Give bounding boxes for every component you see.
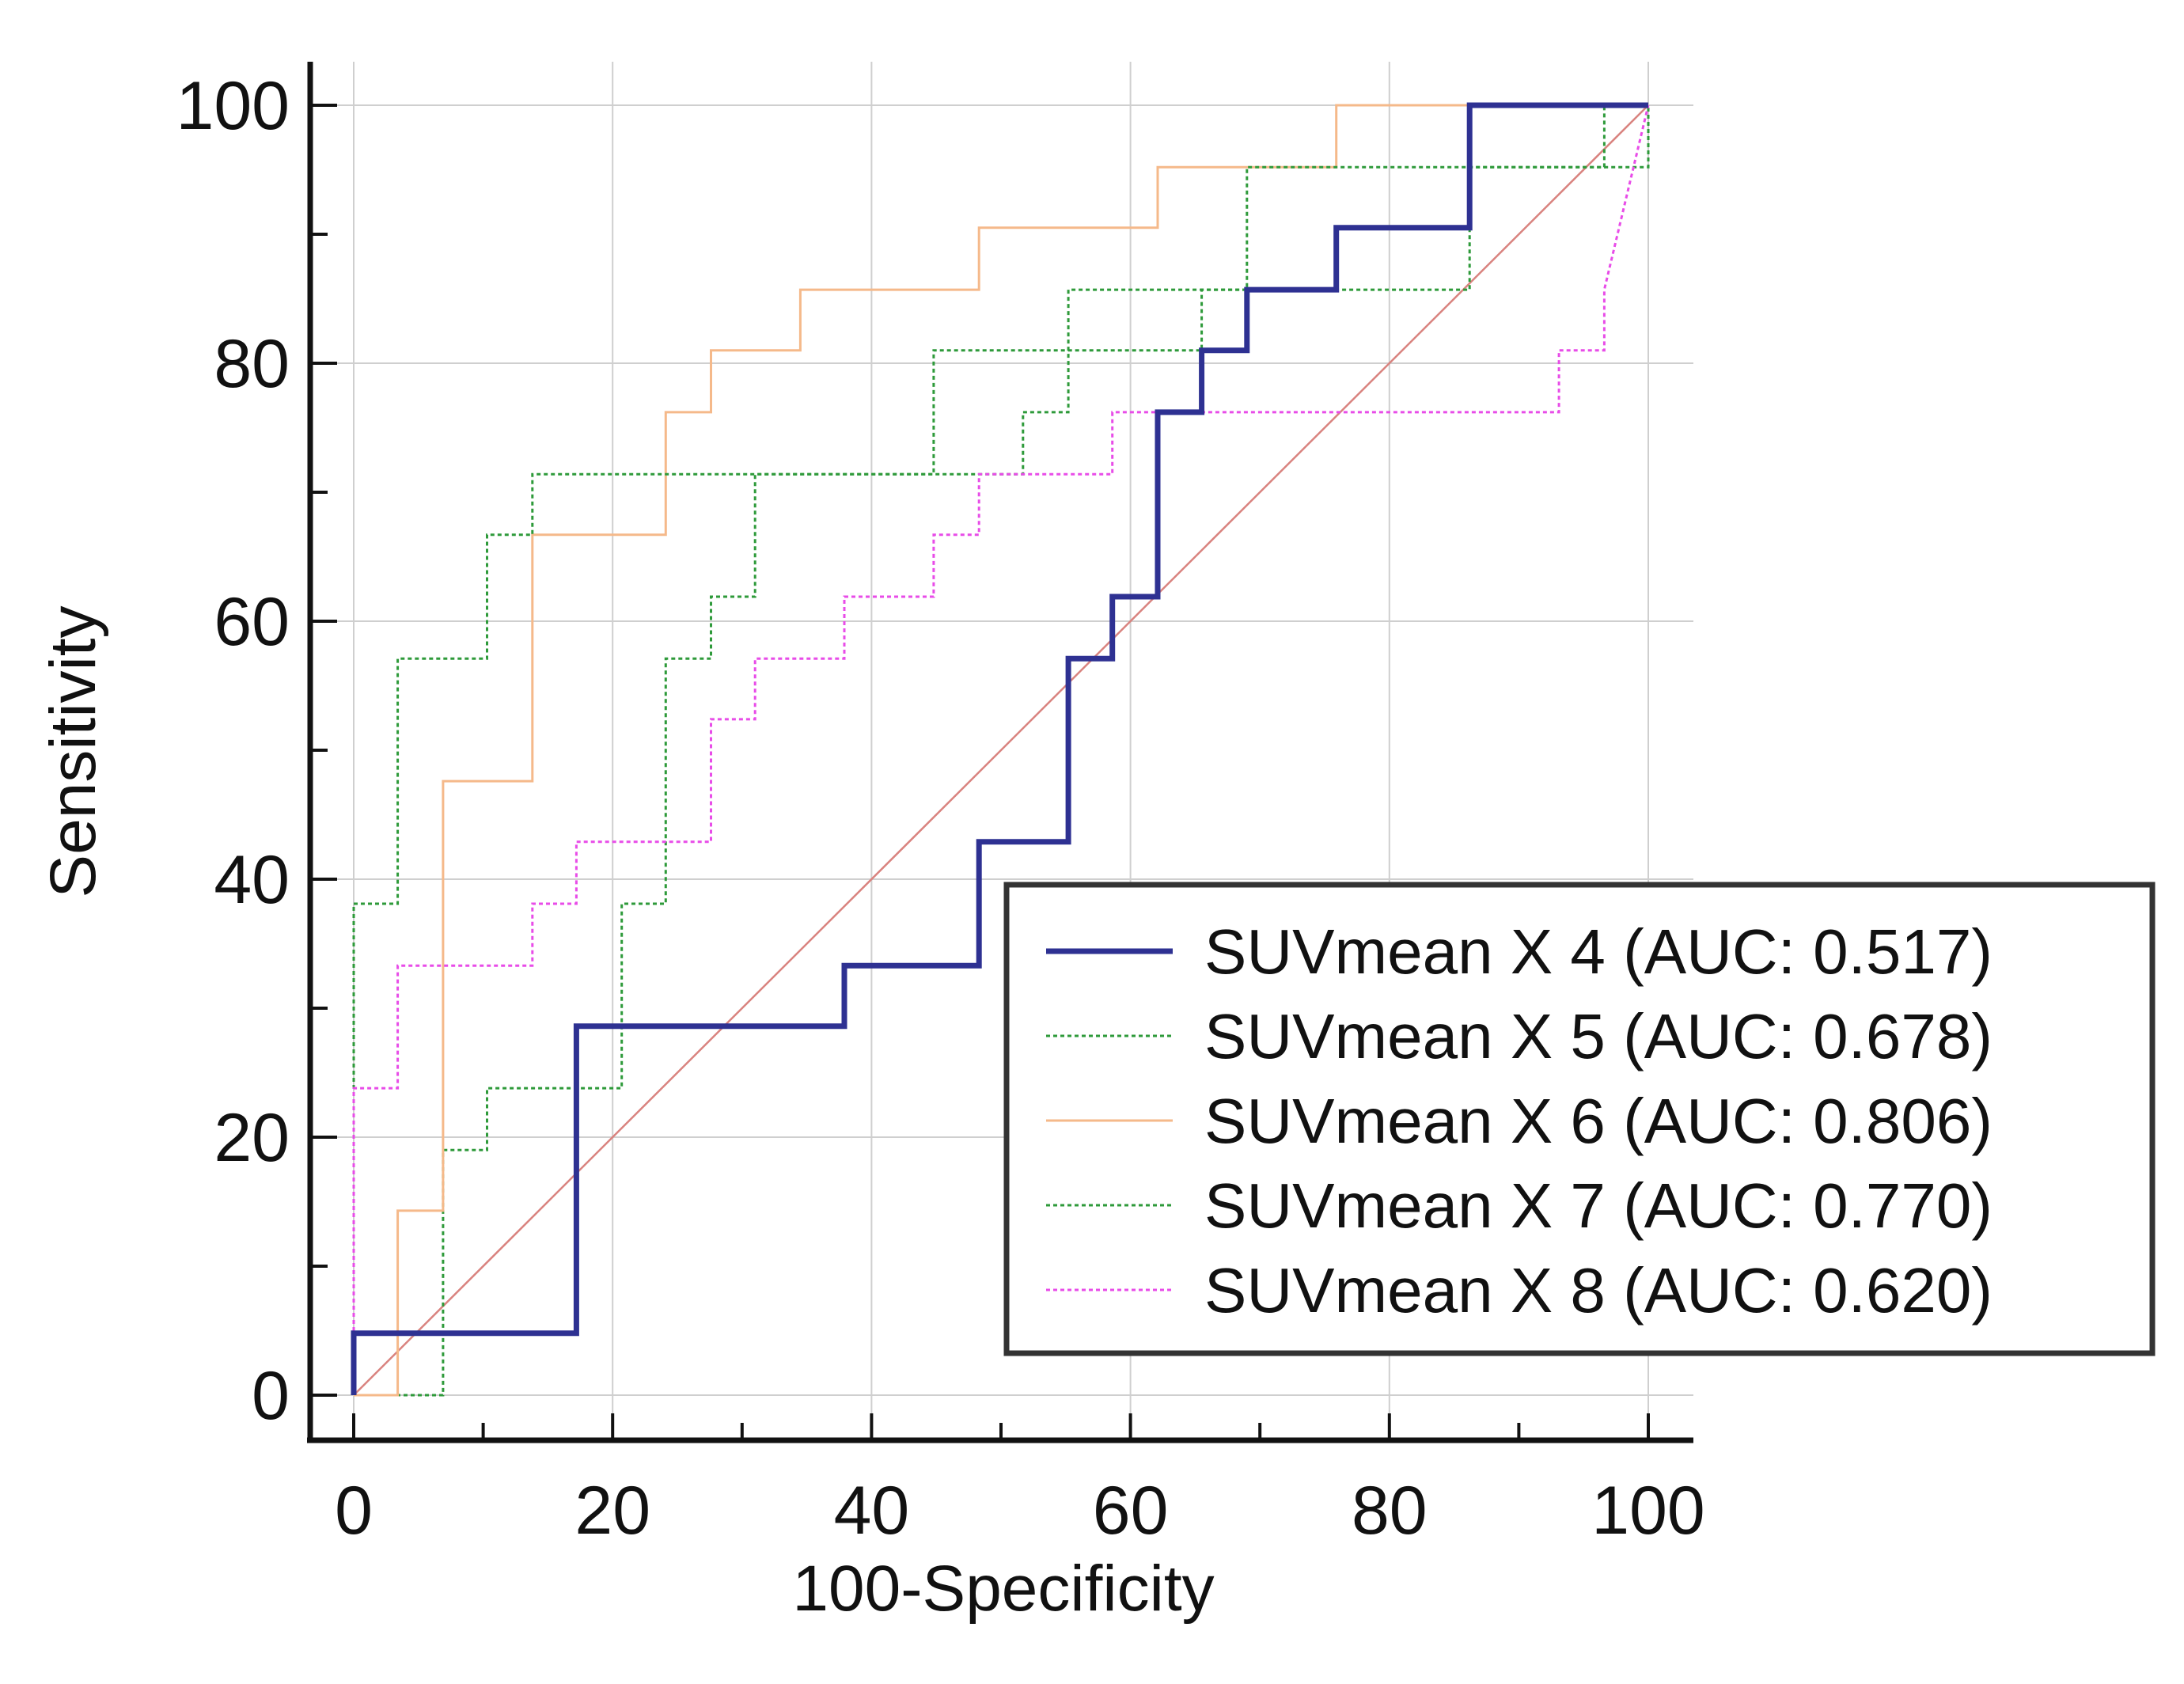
ticks: 0 20 40 60 80 100 0 20 40 60 80 100	[176, 68, 1705, 1549]
legend-label-4: SUVmean X 7 (AUC: 0.770)	[1204, 1170, 1993, 1241]
series-line-3	[354, 104, 1648, 1397]
x-tick-label: 60	[1093, 1473, 1169, 1549]
legend-label-3: SUVmean X 6 (AUC: 0.806)	[1204, 1086, 1993, 1156]
y-tick-label: 80	[214, 326, 290, 402]
series-group	[351, 102, 1650, 1397]
x-tick-label: 100	[1591, 1473, 1705, 1549]
legend-label-1: SUVmean X 4 (AUC: 0.517)	[1204, 916, 1993, 987]
x-tick-label: 80	[1352, 1473, 1428, 1549]
legend: SUVmean X 4 (AUC: 0.517) SUVmean X 5 (AUC…	[1003, 882, 2156, 1356]
y-tick-label: 60	[214, 584, 290, 660]
legend-label-5: SUVmean X 8 (AUC: 0.620)	[1204, 1255, 1993, 1326]
x-tick-label: 0	[335, 1473, 373, 1549]
y-tick-label: 40	[214, 842, 290, 918]
series-line-5	[352, 104, 1650, 1395]
reference-diagonal-line	[353, 104, 1649, 1396]
y-tick-label: 0	[252, 1358, 290, 1434]
y-axis-title: Sensitivity	[37, 605, 109, 897]
series-line-1	[351, 102, 1648, 1395]
legend-label-2: SUVmean X 5 (AUC: 0.678)	[1204, 1001, 1993, 1071]
series-line-4	[352, 104, 1648, 1395]
y-tick-label: 100	[176, 68, 290, 144]
reference-diagonal-group	[353, 104, 1649, 1396]
y-tick-label: 20	[214, 1100, 290, 1176]
legend-box	[1003, 882, 2156, 1356]
x-tick-label: 20	[574, 1473, 650, 1549]
x-axis-title: 100-Specificity	[792, 1553, 1214, 1625]
grid	[313, 62, 1693, 1439]
x-tick-label: 40	[834, 1473, 910, 1549]
